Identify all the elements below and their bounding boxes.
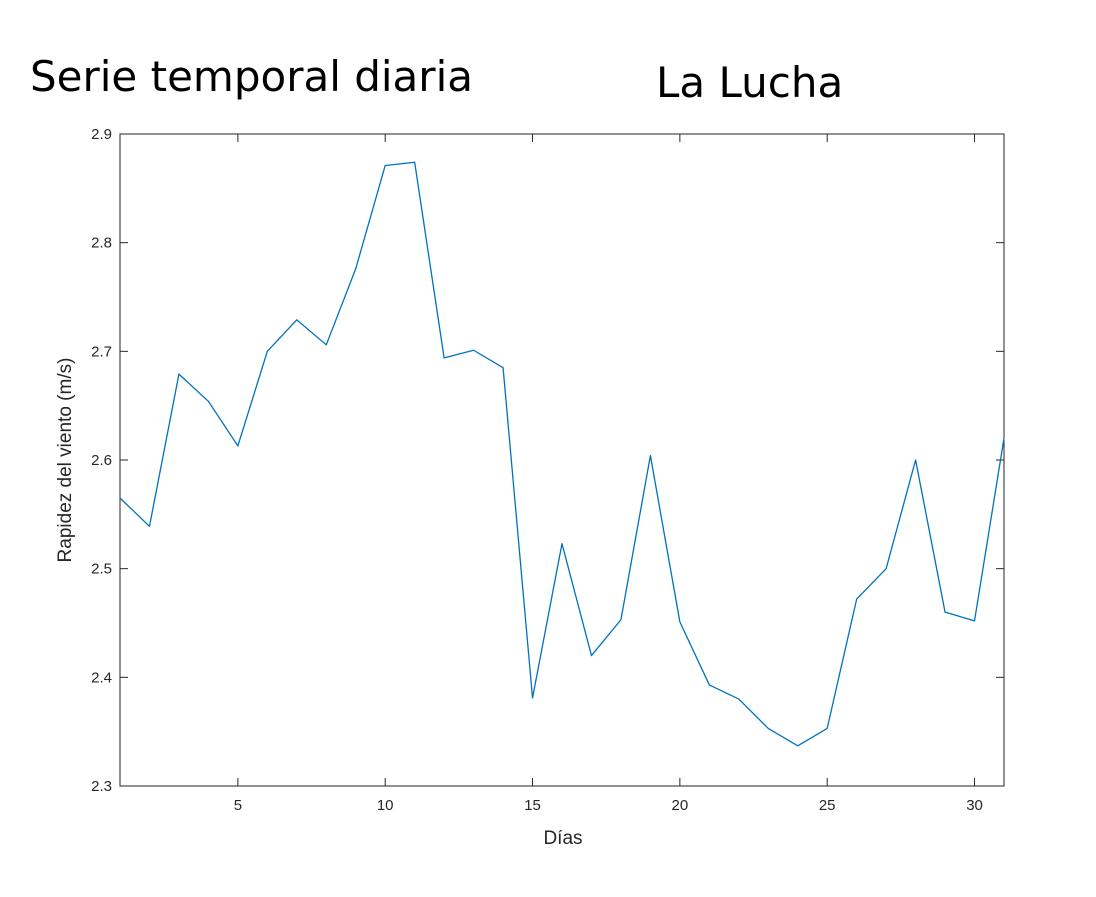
x-axis-label: Días bbox=[543, 828, 582, 849]
y-tick-label: 2.3 bbox=[91, 778, 112, 795]
chart-title-left: Serie temporal diaria bbox=[30, 52, 473, 101]
y-tick-label: 2.6 bbox=[91, 452, 112, 469]
y-tick-label: 2.8 bbox=[91, 235, 112, 252]
y-tick-label: 2.4 bbox=[91, 669, 112, 686]
x-tick-label: 30 bbox=[966, 797, 983, 814]
x-tick-label: 20 bbox=[672, 797, 689, 814]
x-tick-label: 5 bbox=[234, 797, 242, 814]
y-tick-label: 2.7 bbox=[91, 343, 112, 360]
series-line bbox=[119, 161, 1005, 747]
chart-title-right: La Lucha bbox=[656, 58, 844, 107]
x-tick-label: 15 bbox=[524, 797, 541, 814]
x-tick-label: 25 bbox=[819, 797, 836, 814]
y-axis-label: Rapidez del viento (m/s) bbox=[55, 358, 76, 563]
y-tick-label: 2.9 bbox=[91, 126, 112, 143]
x-tick-label: 10 bbox=[377, 797, 394, 814]
plot-area bbox=[119, 133, 1005, 787]
y-tick-label: 2.5 bbox=[91, 561, 112, 578]
